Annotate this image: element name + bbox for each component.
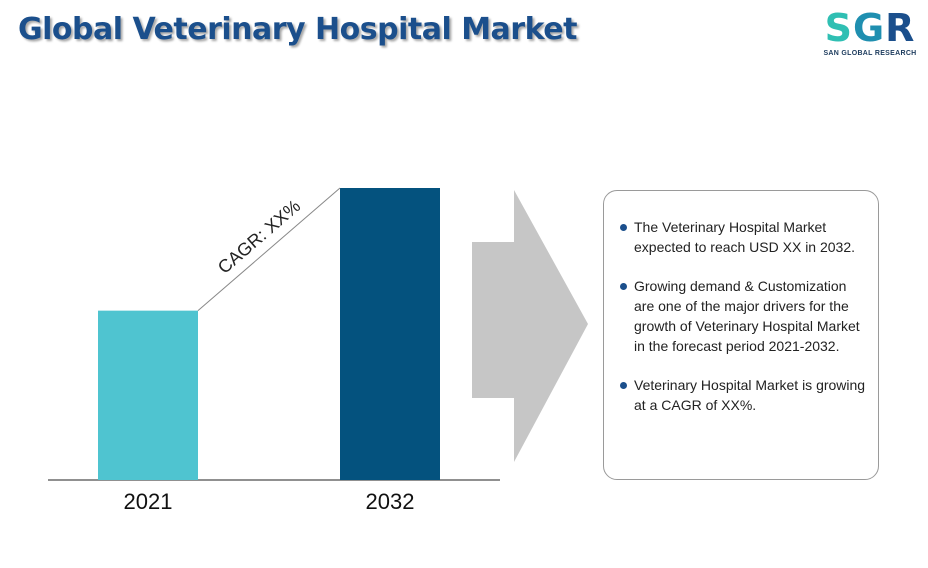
page-title: Global Veterinary Hospital Market (18, 12, 577, 47)
logo-tagline: SAN GLOBAL RESEARCH (823, 50, 917, 57)
cagr-connector-line (197, 187, 341, 312)
info-item: Growing demand & Customization are one o… (620, 276, 868, 356)
x-tick-label-2032: 2032 (366, 489, 415, 514)
forecast-arrow (472, 190, 588, 462)
x-tick-label-2021: 2021 (124, 489, 173, 514)
bar-2021 (98, 310, 198, 480)
info-text: Growing demand & Customization are one o… (634, 278, 860, 354)
logo-letter-s: S (824, 6, 853, 50)
info-item: The Veterinary Hospital Market expected … (620, 217, 868, 257)
info-item: Veterinary Hospital Market is growing at… (620, 375, 868, 415)
info-list: The Veterinary Hospital Market expected … (620, 217, 868, 434)
bar-chart: 2021 2032 CAGR: XX% (48, 187, 500, 514)
bar-2032 (340, 188, 440, 480)
bullet-icon (620, 382, 627, 389)
info-text: Veterinary Hospital Market is growing at… (634, 377, 866, 413)
info-text: The Veterinary Hospital Market expected … (634, 219, 856, 255)
info-box: The Veterinary Hospital Market expected … (603, 190, 879, 480)
sgr-logo: SGR SAN GLOBAL RESEARCH (820, 6, 920, 60)
bullet-icon (620, 283, 627, 290)
bullet-icon (620, 224, 627, 231)
bars-group (98, 188, 440, 480)
tick-labels-group: 2021 2032 (124, 489, 415, 514)
logo-letter-r: R (885, 6, 916, 50)
logo-mark: SGR (820, 6, 920, 50)
logo-letter-g: G (852, 6, 886, 50)
